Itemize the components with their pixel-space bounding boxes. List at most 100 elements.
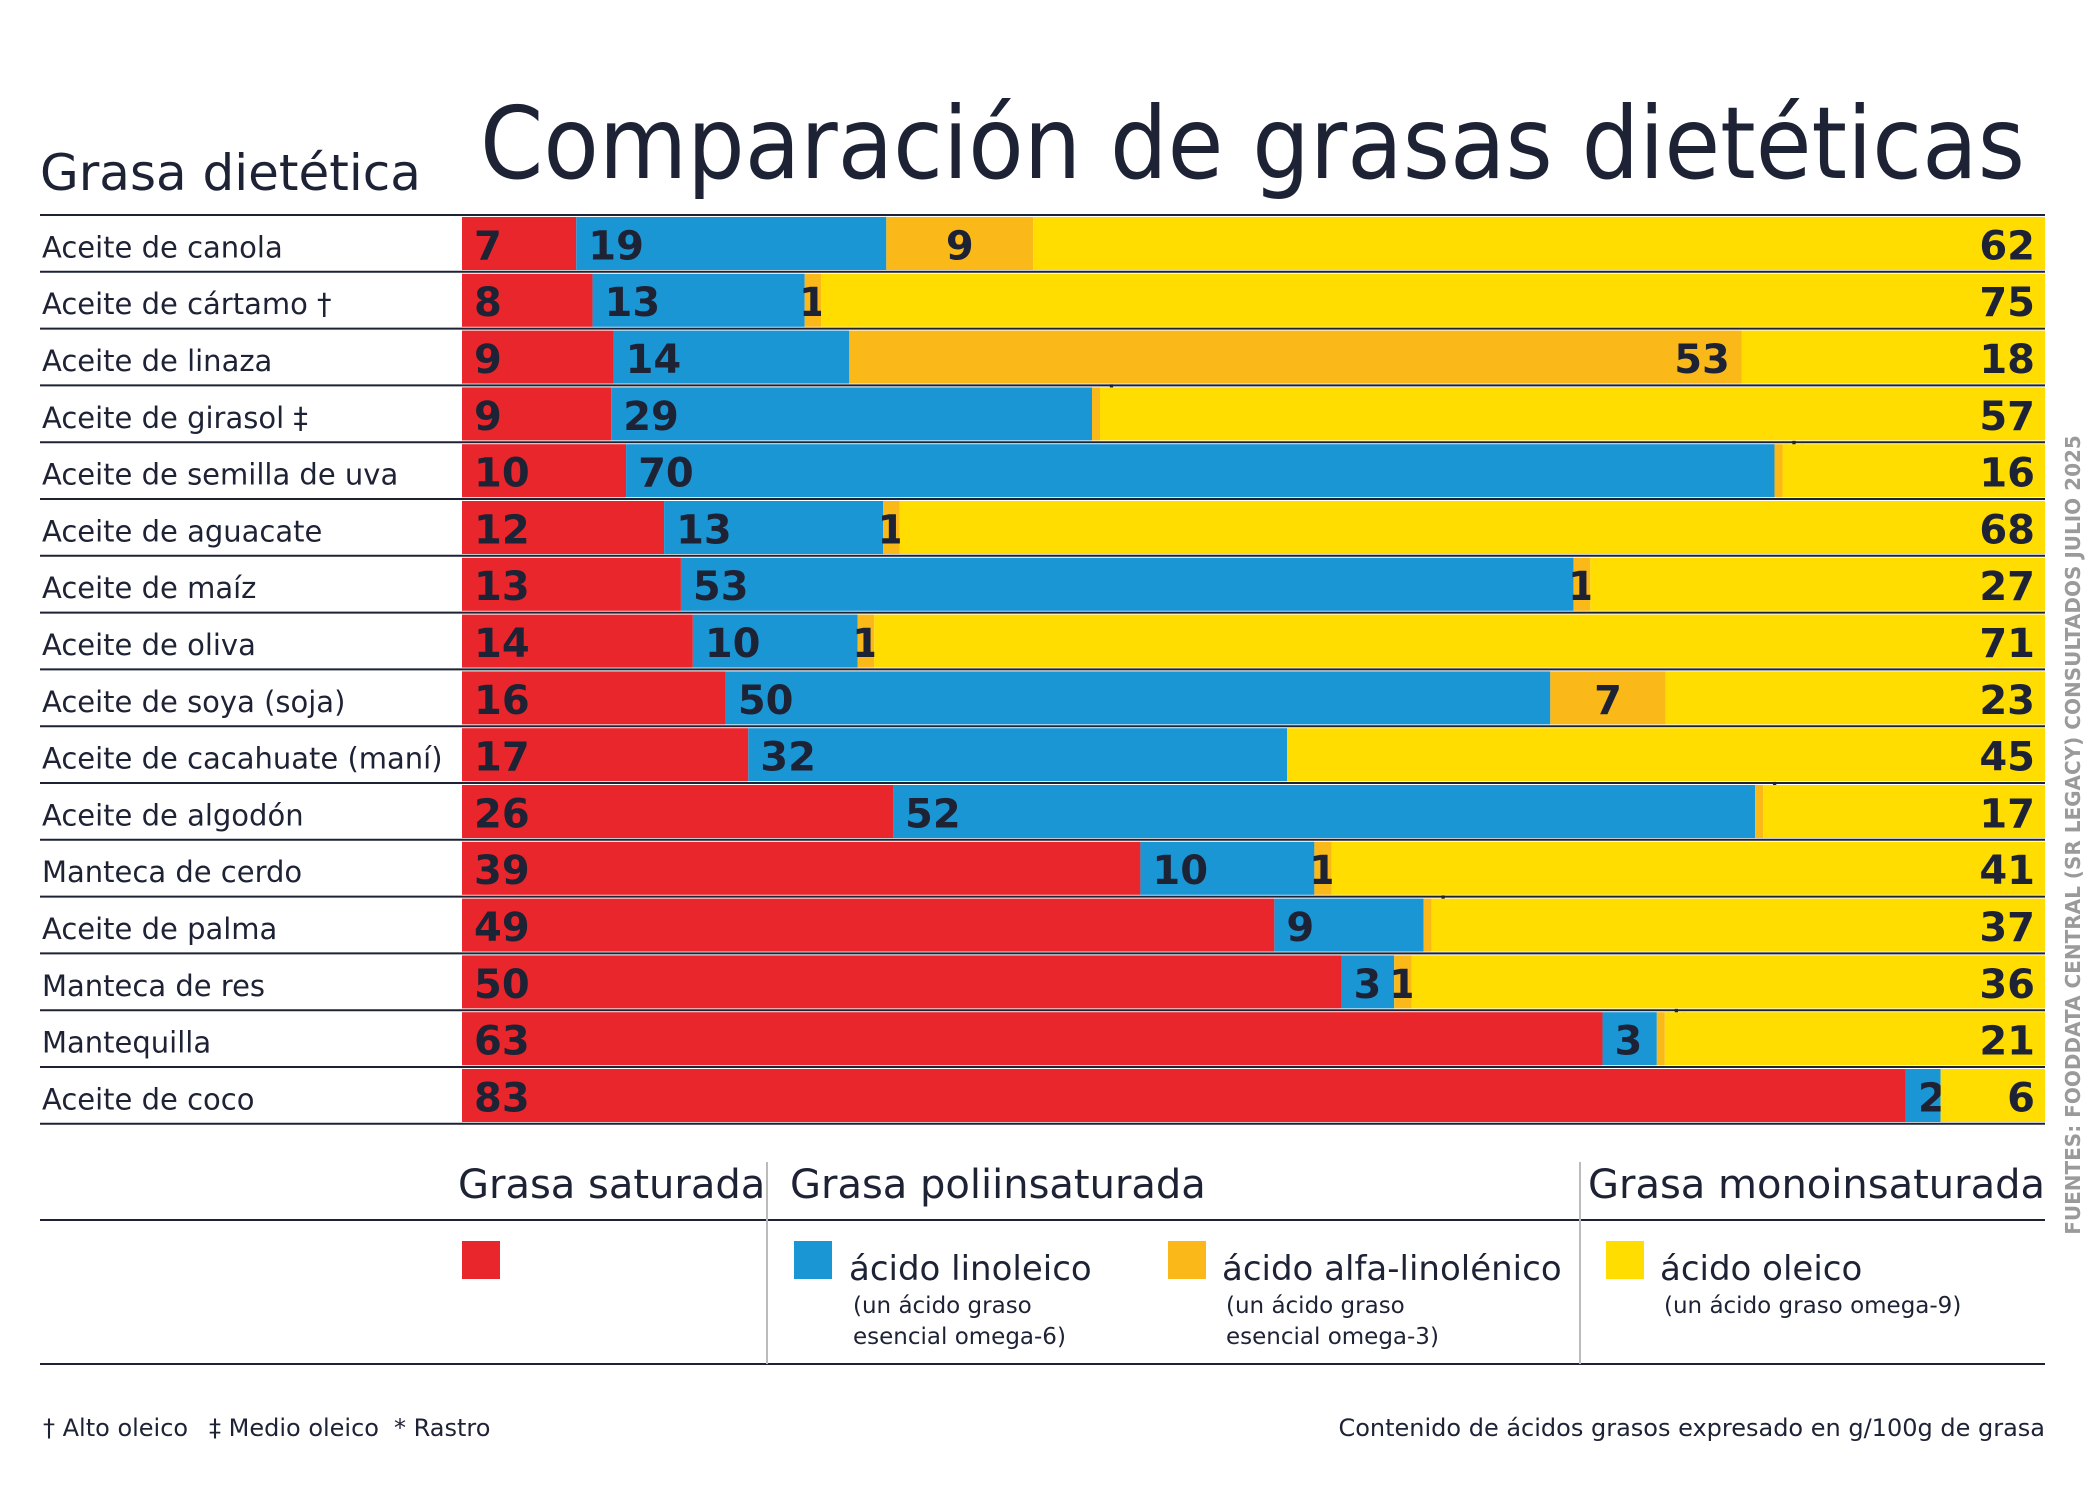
bar-segment	[1550, 671, 1666, 725]
value-label: 13	[605, 280, 661, 326]
bar-segment	[1033, 217, 2045, 270]
value-label: 9	[474, 394, 502, 440]
bar-segment	[1274, 898, 1424, 952]
bar-segment	[1100, 387, 2045, 441]
row-label: Aceite de algodón	[42, 798, 304, 832]
legend-group: Grasa saturada	[458, 1162, 765, 1208]
value-label: 7	[474, 223, 502, 269]
value-label: 70	[638, 451, 694, 497]
row-label: Aceite de cacahuate (maní)	[42, 742, 443, 776]
value-label: 14	[626, 337, 682, 383]
unit-note: Contenido de ácidos grasos expresado en …	[1338, 1414, 2045, 1442]
row-label: Aceite de linaza	[42, 344, 272, 378]
legend-swatch	[794, 1241, 832, 1279]
source-note: FUENTES: FOODDATA CENTRAL (SR LEGACY) CO…	[2061, 435, 2085, 1235]
row-label: Mantequilla	[42, 1026, 211, 1060]
value-label: 50	[474, 962, 530, 1008]
bar-segment	[462, 273, 593, 327]
bar-segment	[592, 273, 805, 327]
bar-segment	[849, 330, 1742, 384]
bar-segment	[899, 501, 2045, 554]
footnote: * Rastro	[394, 1414, 490, 1442]
bar-segment	[692, 614, 858, 668]
bar-segment	[1664, 1012, 2045, 1066]
bar-segment	[725, 671, 1551, 725]
value-label: 7	[1594, 678, 1622, 724]
value-label: 63	[474, 1019, 530, 1065]
bar-segment	[462, 955, 1342, 1009]
row-label: Aceite de girasol ‡	[42, 401, 308, 435]
value-label: 13	[676, 507, 732, 553]
bar-segment	[1602, 1012, 1657, 1066]
value-label: 17	[474, 735, 530, 781]
bar-segment	[462, 898, 1275, 952]
value-label: 26	[474, 791, 530, 837]
bar-segment	[1782, 444, 2045, 498]
value-label: 6	[2007, 1075, 2035, 1121]
legend-note: esencial omega-6)	[853, 1324, 1066, 1350]
value-label: 27	[1979, 564, 2035, 610]
bar-segment	[1573, 557, 1591, 611]
value-label: 29	[623, 394, 679, 440]
bar-segment	[462, 557, 681, 611]
value-label: 50	[738, 678, 794, 724]
value-label: 49	[474, 905, 530, 951]
bar-segment	[883, 501, 900, 554]
bar-segment	[821, 273, 2045, 327]
value-label: 71	[1979, 621, 2035, 667]
trace-mark	[1774, 444, 1783, 498]
row-label: Aceite de semilla de uva	[42, 458, 398, 492]
trace-mark	[1423, 898, 1432, 952]
legend-label: ácido alfa-linolénico	[1222, 1249, 1562, 1289]
value-label: 9	[474, 337, 502, 383]
value-label: 9	[1286, 905, 1314, 951]
value-label: 75	[1979, 280, 2035, 326]
bar-segment	[1140, 841, 1315, 895]
value-label: 16	[1979, 451, 2035, 497]
bar-segment	[611, 387, 1092, 441]
value-label: 8	[474, 280, 502, 326]
value-label: 45	[1979, 735, 2035, 781]
trace-mark	[1092, 387, 1100, 441]
row-label: Aceite de maíz	[42, 571, 256, 605]
value-label: 39	[474, 848, 530, 894]
value-label: 36	[1979, 962, 2035, 1008]
legend-group: Grasa poliinsaturada	[790, 1162, 1206, 1208]
bar-segment	[1314, 841, 1332, 895]
value-label: 10	[1152, 848, 1208, 894]
bar-segment	[886, 217, 1034, 270]
value-label: 13	[474, 564, 530, 610]
legend-note: (un ácido graso	[1226, 1293, 1405, 1319]
value-label: 12	[474, 507, 530, 553]
value-label: 19	[588, 223, 644, 269]
bar-segment	[1940, 1069, 2045, 1122]
value-label: 23	[1979, 678, 2035, 724]
trace-mark	[1755, 785, 1764, 838]
bar-segment	[1665, 671, 2045, 725]
chart-title: Comparación de grasas dietéticas	[480, 85, 2025, 202]
bar-segment	[462, 501, 665, 554]
value-label: 17	[1979, 791, 2035, 837]
legend-swatch	[1168, 1241, 1206, 1279]
value-label: 53	[1674, 337, 1730, 383]
legend-group: Grasa monoinsaturada	[1588, 1162, 2045, 1208]
value-label: 83	[474, 1075, 530, 1121]
row-label: Aceite de coco	[42, 1082, 254, 1116]
row-label: Aceite de aguacate	[42, 514, 322, 548]
bar-segment	[576, 217, 887, 270]
row-label: Manteca de res	[42, 969, 265, 1003]
value-label: 68	[1979, 507, 2035, 553]
legend-note: esencial omega-3)	[1226, 1324, 1439, 1350]
value-label: 3	[1353, 962, 1381, 1008]
value-label: 16	[474, 678, 530, 724]
bar-segment	[462, 1069, 1906, 1122]
row-label: Aceite de canola	[42, 230, 283, 264]
bar-segment	[1341, 955, 1395, 1009]
value-label: 3	[1615, 1019, 1643, 1065]
bar-segment	[626, 444, 1775, 498]
value-label: 52	[905, 791, 961, 837]
bar-segment	[680, 557, 1574, 611]
bar-segment	[462, 330, 614, 384]
